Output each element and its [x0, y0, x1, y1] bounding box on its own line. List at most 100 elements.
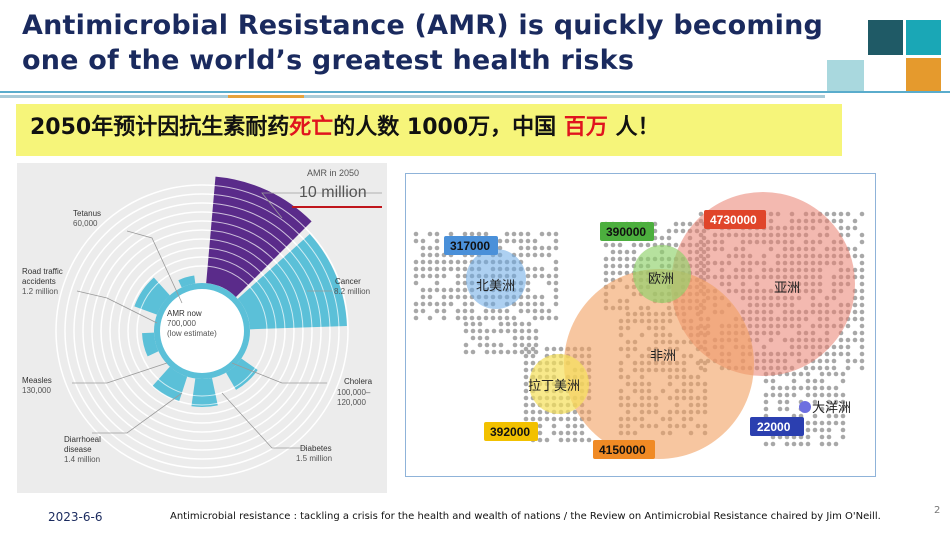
map-dot — [533, 342, 539, 348]
chart-ring-overlay — [100, 229, 304, 433]
map-dot — [852, 218, 858, 224]
map-dot — [476, 315, 482, 321]
map-dot — [505, 349, 511, 355]
map-dot — [448, 259, 454, 265]
map-dot — [420, 259, 426, 265]
map-dot — [512, 328, 518, 334]
map-dot — [565, 423, 571, 429]
map-dot — [763, 399, 769, 405]
map-dot — [523, 416, 529, 422]
map-dot — [441, 266, 447, 272]
map-dot — [817, 358, 823, 364]
map-dot — [805, 378, 811, 384]
map-dot — [498, 321, 504, 327]
map-dot — [551, 430, 557, 436]
map-dot — [532, 252, 538, 258]
map-dot — [539, 245, 545, 251]
map-dot — [558, 416, 564, 422]
map-dot — [505, 328, 511, 334]
map-dot — [526, 328, 532, 334]
map-dot — [791, 371, 797, 377]
badge-latin-america-value: 392000 — [490, 425, 530, 439]
map-dot — [484, 335, 490, 341]
map-dot — [838, 218, 844, 224]
map-dot — [553, 287, 559, 293]
chart-ring-overlay — [82, 211, 322, 451]
map-dot — [553, 259, 559, 265]
wedge-tetanus — [178, 275, 196, 288]
map-dot — [523, 374, 529, 380]
map-dot — [553, 273, 559, 279]
map-dot — [519, 349, 525, 355]
footer-date: 2023-6-6 — [48, 510, 103, 524]
map-dot — [434, 259, 440, 265]
map-dot — [477, 321, 483, 327]
label-europe: 欧洲 — [648, 271, 674, 286]
map-dot — [525, 301, 531, 307]
map-dot — [638, 242, 644, 248]
map-dot — [553, 245, 559, 251]
banner-text-part2: 的人数 1000万，中国 — [333, 115, 564, 140]
map-dot — [532, 273, 538, 279]
map-dot — [798, 441, 804, 447]
map-dot — [462, 287, 468, 293]
leader-tetanus — [126, 230, 183, 304]
map-dot — [859, 358, 865, 364]
deco-square-light-teal — [827, 60, 864, 91]
chart-leader-lines — [72, 192, 382, 449]
map-dot — [455, 287, 461, 293]
map-dot — [413, 238, 419, 244]
map-dot — [845, 211, 851, 217]
map-dot — [427, 287, 433, 293]
map-dot — [530, 346, 536, 352]
map-dot — [530, 360, 536, 366]
map-dot — [831, 365, 837, 371]
map-dot — [680, 221, 686, 227]
map-dot — [791, 378, 797, 384]
map-dot — [420, 308, 426, 314]
map-dot — [826, 413, 832, 419]
chart-ring-overlay — [73, 202, 331, 460]
label-asia: 亚洲 — [774, 280, 800, 295]
map-dot — [523, 360, 529, 366]
map-dot — [523, 346, 529, 352]
banner-text-part3: 人！ — [607, 115, 660, 140]
label-road-accidents: accidents — [22, 277, 56, 286]
map-dot — [553, 280, 559, 286]
map-dot — [852, 337, 858, 343]
map-dot — [859, 323, 865, 329]
map-dot — [610, 270, 616, 276]
bubble-oceania — [799, 401, 811, 413]
map-dot — [498, 328, 504, 334]
map-dot — [537, 437, 543, 443]
map-dot — [491, 349, 497, 355]
map-dot — [427, 294, 433, 300]
map-dot — [434, 238, 440, 244]
map-dot — [525, 231, 531, 237]
map-dot — [833, 385, 839, 391]
map-dot — [539, 266, 545, 272]
map-dot — [610, 249, 616, 255]
leader-cholera — [231, 362, 327, 384]
map-dot — [530, 416, 536, 422]
map-dot — [427, 245, 433, 251]
map-dot — [544, 416, 550, 422]
map-dot — [484, 328, 490, 334]
map-dot — [546, 308, 552, 314]
map-dot — [470, 321, 476, 327]
chart-ring-overlay — [64, 193, 340, 469]
map-dot — [810, 365, 816, 371]
map-dot — [463, 321, 469, 327]
label-amr2050-title: AMR in 2050 — [307, 168, 359, 178]
map-dot — [504, 315, 510, 321]
bubble-europe — [633, 245, 691, 303]
map-dot — [518, 245, 524, 251]
map-dot — [525, 245, 531, 251]
label-road-traffic: Road traffic — [22, 267, 63, 276]
map-dot — [617, 242, 623, 248]
map-dot — [470, 349, 476, 355]
map-dot — [512, 342, 518, 348]
map-dot — [826, 406, 832, 412]
map-dot — [603, 256, 609, 262]
badge-europe — [600, 222, 654, 241]
